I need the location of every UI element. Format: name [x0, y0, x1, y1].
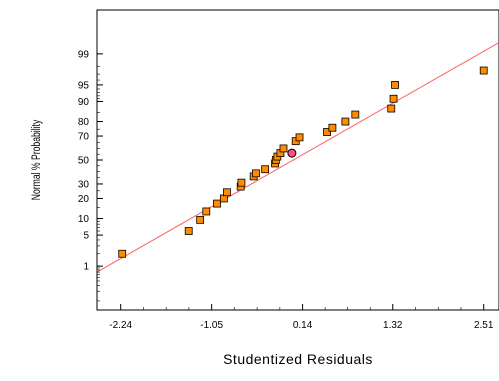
- data-point: [328, 123, 337, 132]
- x-tick-label: 1.32: [383, 320, 403, 331]
- data-point: [279, 144, 288, 153]
- y-tick-label: 20: [78, 194, 90, 205]
- x-axis-title: Studentized Residuals: [223, 351, 373, 367]
- y-tick-label: 90: [78, 97, 90, 108]
- data-point: [391, 80, 399, 89]
- reference-line-layer: [96, 42, 499, 273]
- data-point: [261, 165, 270, 174]
- data-point: [252, 169, 260, 178]
- x-tick-label: 0.14: [293, 320, 313, 331]
- data-point: [213, 199, 221, 208]
- highlighted-data-point: [287, 148, 297, 158]
- plot-frame-layer: [96, 9, 499, 311]
- y-tick-label: 80: [78, 117, 90, 128]
- y-tick-label: 30: [78, 179, 90, 190]
- x-tick-label: -1.05: [200, 320, 223, 331]
- x-axis-ticks: -2.24 -1.05 0.14 1.32 2.51: [109, 304, 494, 331]
- y-axis-ticks: 1 5 10 20 30 50 70 80 90 95 99: [78, 49, 103, 302]
- data-point: [184, 227, 193, 235]
- y-tick-label: 95: [78, 80, 90, 91]
- data-point: [323, 128, 331, 136]
- y-axis-title: Normal % Probability: [31, 119, 44, 200]
- data-point: [223, 188, 231, 197]
- y-tick-label: 50: [78, 156, 90, 167]
- x-tick-label: 2.51: [474, 320, 494, 331]
- data-point: [389, 94, 398, 103]
- y-tick-label: 1: [83, 262, 89, 273]
- data-point: [479, 66, 488, 75]
- x-tick-label: -2.24: [109, 320, 132, 331]
- y-tick-label: 70: [78, 132, 90, 143]
- data-point: [387, 104, 396, 113]
- y-tick-label: 99: [78, 49, 90, 60]
- data-point: [118, 249, 127, 258]
- data-point: [196, 215, 205, 224]
- data-point: [351, 110, 360, 119]
- data-point: [341, 117, 350, 126]
- reference-line: [96, 42, 499, 273]
- plot-frame: [96, 9, 499, 311]
- y-tick-label: 10: [78, 214, 90, 225]
- y-tick-label: 5: [83, 231, 89, 242]
- data-point: [202, 207, 211, 216]
- data-point: [237, 178, 246, 187]
- data-points: [118, 66, 488, 258]
- data-point: [295, 133, 304, 142]
